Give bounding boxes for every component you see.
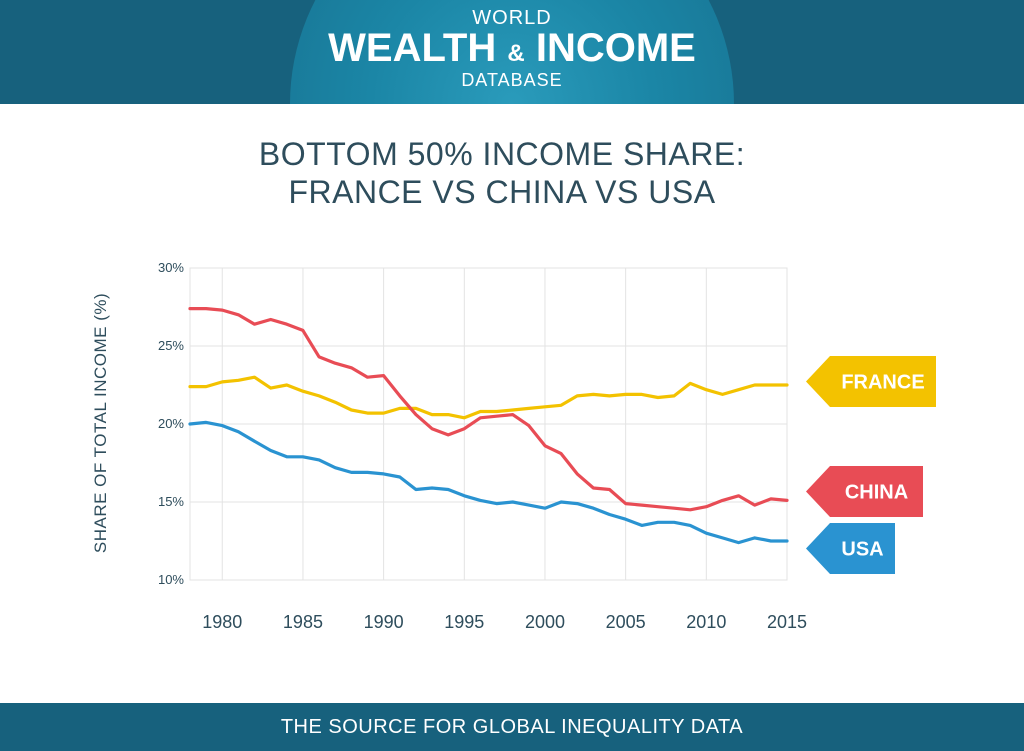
x-axis-ticks: 1980 1985 1990 1995 2000 2005 2010 2015 — [202, 612, 807, 632]
legend-tag-shape — [806, 356, 936, 407]
x-tick-label: 2010 — [686, 612, 726, 632]
x-tick-label: 2015 — [767, 612, 807, 632]
chart-legend: FRANCE CHINA USA — [806, 356, 936, 574]
header-glow — [290, 0, 734, 104]
y-tick-label: 30% — [158, 260, 184, 275]
series-line-france — [188, 375, 789, 420]
chart-subtitle: FRANCE VS CHINA VS USA — [288, 174, 716, 210]
legend-label: USA — [841, 539, 883, 561]
x-tick-label: 1990 — [364, 612, 404, 632]
y-tick-label: 15% — [158, 494, 184, 509]
logo-bottom-text: DATABASE — [461, 70, 563, 90]
x-tick-label: 1995 — [444, 612, 484, 632]
y-tick-label: 10% — [158, 572, 184, 587]
y-axis-label: SHARE OF TOTAL INCOME (%) — [91, 293, 110, 553]
logo-income: INCOME — [535, 26, 696, 70]
chart-title: BOTTOM 50% INCOME SHARE: — [258, 136, 746, 172]
x-tick-label: 1980 — [202, 612, 242, 632]
chart-grid — [189, 267, 788, 581]
series-line-china — [188, 307, 789, 512]
line-chart: 30% 25% 20% 15% 10% 1980 1985 1990 1995 2000 2005… — [91, 260, 936, 632]
x-tick-label: 1985 — [283, 612, 323, 632]
y-axis-ticks: 30% 25% 20% 15% 10% — [158, 260, 184, 587]
y-tick-label: 25% — [158, 338, 184, 353]
site-header: WORLD WEALTH & INCOME DATABASE — [0, 0, 1024, 104]
site-footer: THE SOURCE FOR GLOBAL INEQUALITY DATA — [0, 703, 1024, 751]
legend-tag-usa: USA — [806, 523, 895, 574]
legend-tag-france: FRANCE — [806, 356, 936, 407]
legend-tag-shape — [806, 466, 923, 517]
legend-tag-china: CHINA — [806, 466, 923, 517]
y-tick-label: 20% — [158, 416, 184, 431]
logo-top-text: WORLD — [472, 7, 552, 29]
logo-wealth: WEALTH — [328, 26, 497, 70]
legend-label: CHINA — [845, 482, 908, 504]
series-line-usa — [188, 420, 789, 545]
x-tick-label: 2005 — [606, 612, 646, 632]
legend-tag-shape — [806, 523, 895, 574]
logo-ampersand: & — [507, 40, 525, 67]
logo-main-text: WEALTH & INCOME — [0, 26, 1024, 71]
legend-label: FRANCE — [841, 372, 924, 394]
footer-tagline: THE SOURCE FOR GLOBAL INEQUALITY DATA — [280, 716, 744, 738]
chart-series-lines — [188, 307, 789, 545]
x-tick-label: 2000 — [525, 612, 565, 632]
